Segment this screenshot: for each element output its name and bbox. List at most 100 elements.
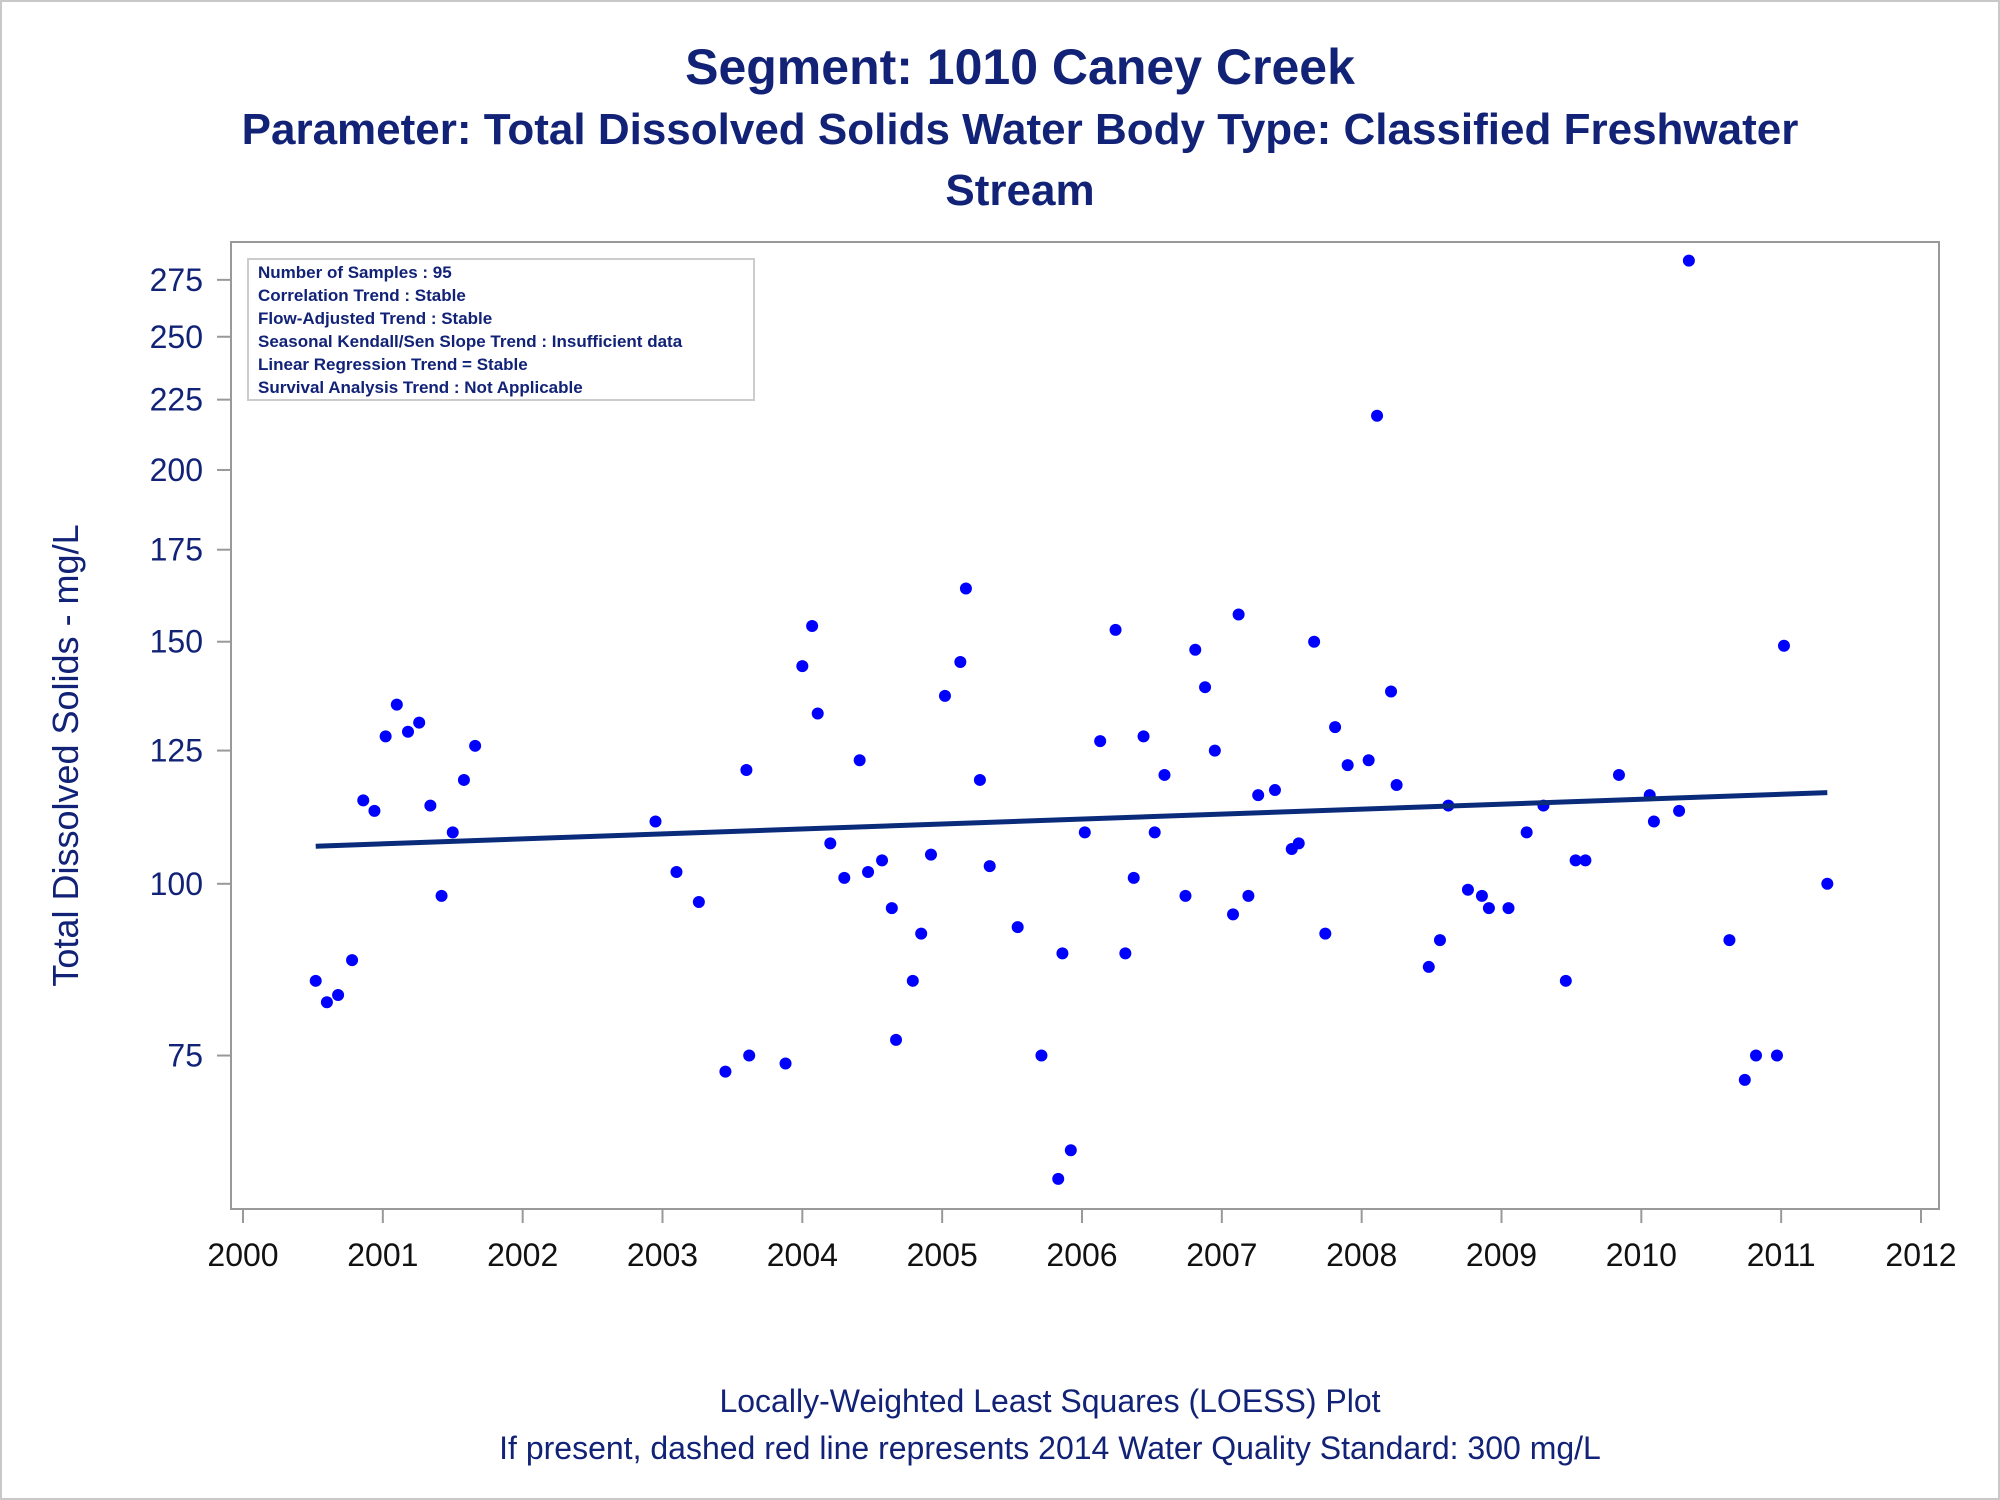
data-point [1579, 854, 1592, 867]
data-point [743, 1049, 756, 1062]
data-point [332, 989, 345, 1002]
data-point [1371, 409, 1384, 422]
data-point [806, 620, 819, 633]
data-point [368, 804, 381, 817]
y-tick-label: 225 [150, 382, 203, 418]
data-point [1723, 934, 1736, 947]
data-point [1148, 826, 1161, 839]
data-point [1770, 1049, 1783, 1062]
chart-title: Segment: 1010 Caney Creek [685, 39, 1355, 95]
data-point [1208, 744, 1221, 757]
data-point [1777, 639, 1790, 652]
data-point [1821, 877, 1834, 890]
data-point [446, 826, 459, 839]
data-point [1056, 947, 1069, 960]
data-points [309, 254, 1834, 1185]
data-point [1227, 908, 1240, 921]
stats-line: Linear Regression Trend = Stable [258, 355, 528, 374]
data-point [1179, 889, 1192, 902]
data-point [649, 815, 662, 828]
x-tick-label: 2007 [1186, 1237, 1257, 1273]
chart-subtitle: Parameter: Total Dissolved Solids Water … [241, 105, 1799, 154]
data-point [1475, 889, 1488, 902]
data-point [1189, 643, 1202, 656]
x-tick-label: 2010 [1606, 1237, 1677, 1273]
y-axis: 75 100 125 150 175 200 225 250 275 [150, 262, 231, 1074]
x-tick-label: 2000 [207, 1237, 278, 1273]
data-point [890, 1033, 903, 1046]
data-point [1433, 934, 1446, 947]
y-tick-label: 275 [150, 262, 203, 298]
data-point [862, 865, 875, 878]
data-point [959, 582, 972, 595]
data-point [885, 902, 898, 915]
data-point [1268, 784, 1281, 797]
x-axis: 2000 2001 2002 2003 2004 2005 2006 2007 2008 2009… [207, 1209, 1957, 1273]
data-point [1137, 730, 1150, 743]
data-point [838, 871, 851, 884]
data-point [1502, 902, 1515, 915]
data-point [1520, 826, 1533, 839]
data-point [915, 927, 928, 940]
data-point [379, 730, 392, 743]
data-point [457, 773, 470, 786]
data-point [670, 865, 683, 878]
data-point [1461, 883, 1474, 896]
y-tick-label: 250 [150, 319, 203, 355]
x-tick-label: 2001 [347, 1237, 418, 1273]
footnote-standard: If present, dashed red line represents 2… [499, 1430, 1601, 1466]
x-tick-label: 2002 [487, 1237, 558, 1273]
data-point [1482, 902, 1495, 915]
x-tick-label: 2005 [907, 1237, 978, 1273]
stats-line: Seasonal Kendall/Sen Slope Trend : Insuf… [258, 332, 683, 351]
data-point [1673, 804, 1686, 817]
data-point [1647, 815, 1660, 828]
data-point [876, 854, 889, 867]
data-point [1242, 889, 1255, 902]
data-point [1569, 854, 1582, 867]
x-tick-label: 2006 [1046, 1237, 1117, 1273]
data-point [1119, 947, 1132, 960]
x-tick-label: 2011 [1747, 1237, 1816, 1273]
data-point [357, 794, 370, 807]
stats-box: Number of Samples : 95 Correlation Trend … [247, 258, 755, 401]
y-axis-label: Total Dissolved Solids - mg/L [45, 524, 86, 986]
data-point [402, 725, 415, 738]
data-point [853, 754, 866, 767]
data-point [1094, 735, 1107, 748]
x-tick-label: 2012 [1885, 1237, 1956, 1273]
data-point [1011, 921, 1024, 934]
data-point [1341, 759, 1354, 772]
x-tick-label: 2008 [1326, 1237, 1397, 1273]
data-point [346, 954, 359, 967]
x-tick-label: 2004 [767, 1237, 838, 1273]
y-tick-label: 175 [150, 532, 203, 568]
y-tick-label: 200 [150, 452, 203, 488]
data-point [719, 1065, 732, 1078]
data-point [1385, 685, 1398, 698]
data-point [1064, 1144, 1077, 1157]
data-point [1252, 789, 1265, 802]
footnote-loess: Locally-Weighted Least Squares (LOESS) P… [719, 1383, 1381, 1419]
stats-line: Number of Samples : 95 [258, 263, 452, 282]
data-point [1319, 927, 1332, 940]
data-point [435, 889, 448, 902]
data-point [692, 895, 705, 908]
data-point [1422, 960, 1435, 973]
data-point [1035, 1049, 1048, 1062]
data-point [1612, 768, 1625, 781]
data-point [1292, 837, 1305, 850]
stats-line: Survival Analysis Trend : Not Applicable [258, 378, 583, 397]
data-point [954, 655, 967, 668]
data-point [938, 689, 951, 702]
data-point [1738, 1073, 1751, 1086]
plot-area [230, 241, 1940, 1210]
data-point [1199, 681, 1212, 694]
stats-line: Flow-Adjusted Trend : Stable [258, 309, 492, 328]
data-point [973, 773, 986, 786]
x-tick-label: 2003 [627, 1237, 698, 1273]
data-point [740, 763, 753, 776]
data-point [1052, 1172, 1065, 1185]
